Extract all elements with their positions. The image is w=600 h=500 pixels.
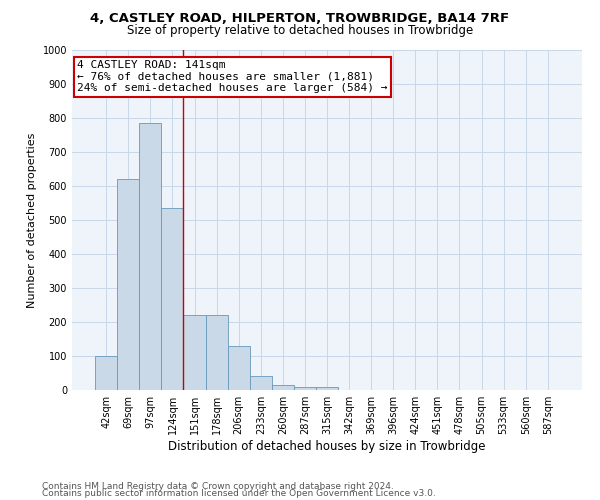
Text: Contains HM Land Registry data © Crown copyright and database right 2024.: Contains HM Land Registry data © Crown c… [42, 482, 394, 491]
Bar [184, 315, 206, 390]
Bar [206, 315, 227, 390]
Bar [161, 208, 184, 390]
Text: Contains public sector information licensed under the Open Government Licence v3: Contains public sector information licen… [42, 490, 436, 498]
Bar [250, 376, 272, 390]
Bar [272, 385, 294, 390]
Bar [227, 346, 250, 390]
Bar [95, 356, 117, 390]
Bar [294, 386, 316, 390]
Text: 4, CASTLEY ROAD, HILPERTON, TROWBRIDGE, BA14 7RF: 4, CASTLEY ROAD, HILPERTON, TROWBRIDGE, … [91, 12, 509, 26]
Y-axis label: Number of detached properties: Number of detached properties [27, 132, 37, 308]
Bar [139, 123, 161, 390]
Bar [117, 179, 139, 390]
Text: Size of property relative to detached houses in Trowbridge: Size of property relative to detached ho… [127, 24, 473, 37]
X-axis label: Distribution of detached houses by size in Trowbridge: Distribution of detached houses by size … [168, 440, 486, 453]
Text: 4 CASTLEY ROAD: 141sqm
← 76% of detached houses are smaller (1,881)
24% of semi-: 4 CASTLEY ROAD: 141sqm ← 76% of detached… [77, 60, 388, 94]
Bar [316, 386, 338, 390]
